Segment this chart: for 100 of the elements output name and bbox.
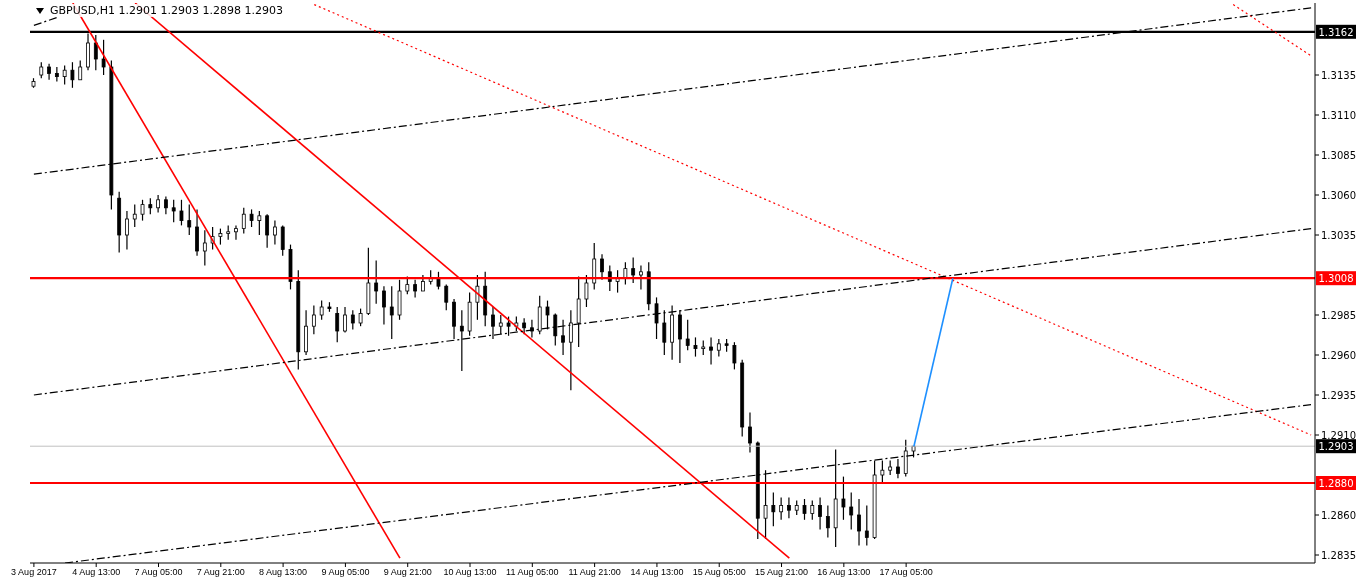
candlestick [397, 279, 402, 321]
candlestick [335, 306, 340, 343]
ref-line-label: 1.3162 [1318, 26, 1354, 38]
y-tick-label: 1.3110 [1321, 109, 1356, 121]
chart-title: GBPUSD,H1 1.2901 1.2903 1.2898 1.2903 [50, 4, 283, 17]
x-tick-label: 15 Aug 05:00 [692, 567, 746, 578]
candlestick [903, 439, 908, 478]
candlestick [607, 264, 612, 292]
candlestick [685, 319, 690, 351]
candlestick [880, 460, 885, 484]
candlestick [662, 309, 667, 356]
candlestick [498, 314, 503, 335]
candlestick [771, 492, 776, 527]
candlestick [78, 60, 83, 81]
candlestick [825, 504, 830, 538]
candlestick [864, 504, 869, 546]
candlestick [311, 304, 316, 335]
candlestick [849, 492, 854, 530]
candlestick [857, 498, 861, 546]
candlestick [787, 496, 791, 519]
y-tick-label: 1.3060 [1321, 189, 1356, 201]
candlestick [779, 496, 784, 521]
candlestick [280, 224, 285, 257]
candlestick [896, 458, 900, 479]
candlestick [623, 261, 628, 286]
candlestick [506, 316, 511, 337]
candlestick [179, 199, 184, 226]
x-tick-label: 9 Aug 21:00 [383, 567, 432, 578]
x-tick-label: 15 Aug 21:00 [755, 567, 809, 578]
candlestick [491, 306, 495, 340]
x-tick-label: 3 Aug 2017 [11, 567, 57, 578]
x-tick-label: 9 Aug 05:00 [321, 567, 370, 578]
ref-line-label: 1.2903 [1318, 441, 1354, 453]
candlestick [265, 213, 270, 249]
candlestick [677, 309, 682, 364]
x-tick-label: 11 Aug 05:00 [506, 567, 559, 578]
candlestick [93, 34, 98, 71]
candlestick [654, 296, 659, 340]
candlestick [475, 274, 480, 321]
ref-line-label: 1.3008 [1318, 273, 1354, 285]
candlestick [639, 264, 643, 290]
candlestick [125, 210, 129, 250]
x-tick-label: 16 Aug 13:00 [817, 567, 871, 578]
y-tick-label: 1.3035 [1321, 229, 1356, 241]
x-tick-label: 8 Aug 13:00 [259, 567, 308, 578]
y-tick-label: 1.2960 [1321, 349, 1356, 361]
candlestick [389, 285, 394, 340]
candlestick [631, 256, 636, 284]
candlestick [54, 66, 59, 82]
candlestick [374, 260, 379, 305]
candlestick [693, 336, 698, 358]
y-tick-label: 1.3135 [1321, 69, 1356, 81]
candlestick [319, 300, 324, 321]
x-tick-label: 7 Aug 05:00 [134, 567, 183, 578]
candlestick [802, 498, 807, 521]
x-tick-label: 14 Aug 13:00 [630, 567, 684, 578]
candlestick [350, 309, 355, 330]
x-tick-label: 7 Aug 21:00 [196, 567, 245, 578]
y-tick-label: 1.2985 [1321, 309, 1356, 321]
x-tick-label: 11 Aug 21:00 [568, 567, 621, 578]
candlestick [615, 269, 620, 294]
candlestick [62, 64, 67, 86]
candlestick [748, 412, 752, 454]
candlestick [545, 300, 550, 330]
candlestick [382, 285, 386, 326]
candlestick [600, 253, 604, 281]
candlestick [584, 274, 589, 308]
candlestick [132, 204, 137, 228]
candlestick [592, 242, 597, 290]
candlestick [537, 295, 542, 335]
candlestick [561, 319, 565, 356]
candlestick [553, 312, 558, 346]
candlestick [818, 496, 822, 530]
candlestick [732, 341, 737, 370]
candlestick [140, 199, 145, 222]
candlestick [709, 336, 713, 366]
ref-line-label: 1.2880 [1318, 478, 1354, 489]
candlestick [241, 207, 246, 234]
candlestick [763, 469, 768, 540]
candlestick [459, 309, 464, 372]
candlestick [568, 309, 573, 391]
x-tick-label: 10 Aug 13:00 [443, 567, 497, 578]
candlestick [195, 208, 199, 257]
candlestick [257, 210, 262, 236]
candlestick [576, 276, 581, 348]
candlestick [452, 298, 456, 340]
candlestick [202, 229, 207, 266]
candlestick [187, 204, 192, 236]
candlestick [70, 61, 75, 89]
y-tick-label: 1.2910 [1321, 429, 1356, 441]
candlestick [171, 199, 176, 223]
y-tick-label: 1.2860 [1321, 509, 1356, 521]
candlestick [530, 319, 534, 338]
y-tick-label: 1.2835 [1321, 549, 1356, 561]
y-tick-label: 1.3085 [1321, 149, 1356, 161]
candlestick [810, 500, 815, 521]
candlestick [343, 306, 347, 334]
candlestick [101, 39, 106, 76]
y-tick-label: 1.2935 [1321, 389, 1356, 401]
x-tick-label: 17 Aug 05:00 [879, 567, 933, 578]
